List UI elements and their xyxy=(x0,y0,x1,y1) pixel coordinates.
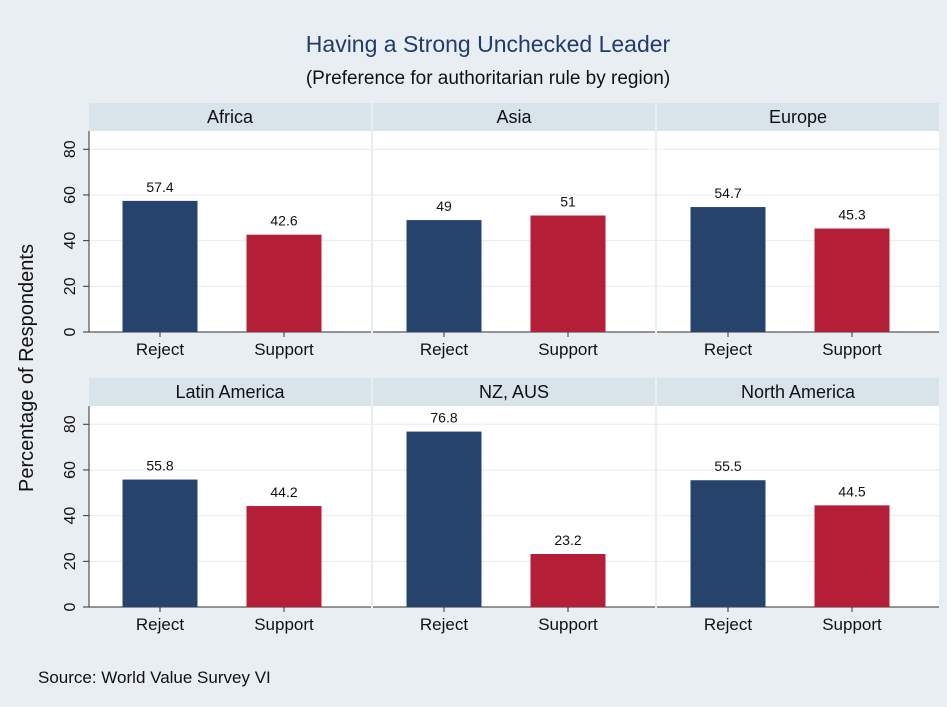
x-tick-label: Reject xyxy=(420,340,468,359)
panel-title: Latin America xyxy=(175,382,285,402)
bar-support xyxy=(246,506,322,607)
data-label: 44.5 xyxy=(838,483,865,499)
source-note: Source: World Value Survey VI xyxy=(38,668,271,687)
bar-reject xyxy=(122,479,198,607)
x-tick-label: Reject xyxy=(704,340,752,359)
bar-support xyxy=(530,554,606,607)
panel-strip xyxy=(89,378,371,406)
chart-subtitle: (Preference for authoritarian rule by re… xyxy=(306,68,670,89)
y-tick-label: 20 xyxy=(62,277,79,295)
panels-group: Africa02040608057.4Reject42.6SupportAsia… xyxy=(62,103,939,634)
panel-strip xyxy=(657,378,939,406)
y-tick-label: 40 xyxy=(62,507,79,525)
data-label: 54.7 xyxy=(714,185,741,201)
panel-title: North America xyxy=(741,382,856,402)
data-label: 42.6 xyxy=(270,213,297,229)
panel-strip xyxy=(373,378,655,406)
data-label: 45.3 xyxy=(838,207,865,223)
data-label: 44.2 xyxy=(270,484,297,500)
panel-strip xyxy=(89,103,371,131)
y-tick-label: 60 xyxy=(62,461,79,479)
y-tick-label: 80 xyxy=(62,415,79,433)
y-tick-label: 0 xyxy=(62,602,79,611)
bar-support xyxy=(246,234,322,332)
panel-strip xyxy=(657,103,939,131)
y-tick-label: 60 xyxy=(62,186,79,204)
y-tick-label: 40 xyxy=(62,232,79,250)
bar-reject xyxy=(690,480,766,607)
y-tick-label: 0 xyxy=(62,327,79,336)
bar-support xyxy=(814,228,890,332)
y-axis-label: Percentage of Respondents xyxy=(16,244,38,492)
panel-title: NZ, AUS xyxy=(479,382,549,402)
x-tick-label: Reject xyxy=(420,615,468,634)
data-label: 55.5 xyxy=(714,458,741,474)
x-tick-label: Support xyxy=(538,340,598,359)
chart-title: Having a Strong Unchecked Leader xyxy=(306,31,671,57)
bar-reject xyxy=(406,220,482,332)
data-label: 23.2 xyxy=(554,532,581,548)
panel-asia: Asia 49 Reject 51 Support xyxy=(373,103,655,359)
panel-north-america: North America 55.5 Reject 44.5 Support xyxy=(657,378,939,634)
panel-europe: Europe 54.7 Reject 45.3 Support xyxy=(657,103,939,359)
bar-reject xyxy=(406,431,482,607)
bar-reject xyxy=(690,207,766,332)
y-tick-label: 80 xyxy=(62,140,79,158)
panel-title: Europe xyxy=(769,107,827,127)
x-tick-label: Support xyxy=(822,615,882,634)
x-tick-label: Support xyxy=(538,615,598,634)
x-tick-label: Reject xyxy=(136,340,184,359)
panel-nz-aus: NZ, AUS 76.8 Reject 23.2 Support xyxy=(373,378,655,634)
bar-support xyxy=(814,505,890,607)
panel-africa: Africa 0 20 40 60 80 57.4 Reject 42.6 Support xyxy=(62,103,371,359)
panel-strip xyxy=(373,103,655,131)
data-label: 51 xyxy=(560,194,576,210)
y-tick-label: 20 xyxy=(62,552,79,570)
x-tick-label: Support xyxy=(254,615,314,634)
x-tick-label: Reject xyxy=(136,615,184,634)
bar-reject xyxy=(122,200,198,332)
x-tick-label: Support xyxy=(822,340,882,359)
data-label: 76.8 xyxy=(430,410,457,426)
bar-support xyxy=(530,215,606,332)
panel-title: Asia xyxy=(496,107,532,127)
panel-title: Africa xyxy=(207,107,254,127)
data-label: 55.8 xyxy=(146,458,173,474)
data-label: 57.4 xyxy=(146,179,173,195)
x-tick-label: Reject xyxy=(704,615,752,634)
x-tick-label: Support xyxy=(254,340,314,359)
data-label: 49 xyxy=(436,198,452,214)
panel-latin-america: Latin America 0 20 40 60 80 55.8 Reject 44.2 Supp… xyxy=(62,378,371,634)
